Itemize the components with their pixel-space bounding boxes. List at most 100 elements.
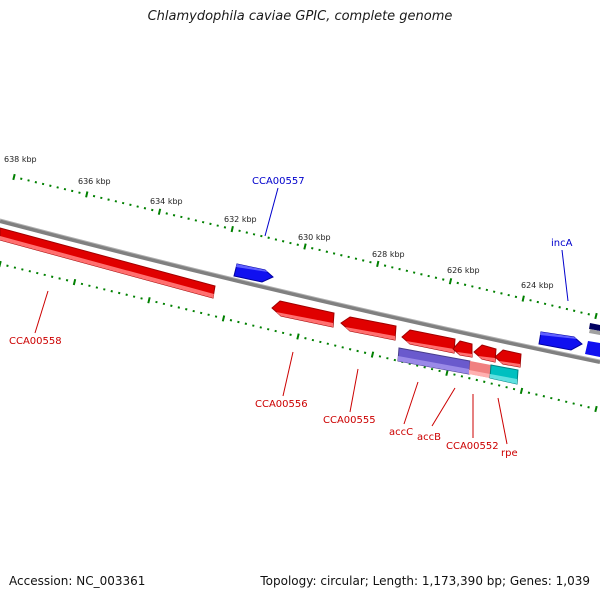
- gene-edge-forward: [585, 323, 600, 357]
- minor-tick: [325, 250, 329, 253]
- minor-tick: [412, 271, 416, 274]
- feature-cyan-band[interactable]: [489, 364, 519, 385]
- minor-tick: [354, 257, 358, 260]
- minor-tick: [107, 198, 110, 201]
- minor-tick: [110, 289, 113, 293]
- gene-cca00556[interactable]: [271, 300, 335, 328]
- minor-tick: [529, 299, 532, 302]
- minor-tick: [63, 187, 67, 191]
- minor-tick: [259, 326, 262, 329]
- gene-rpe-red[interactable]: [494, 349, 522, 368]
- minor-tick: [244, 322, 248, 326]
- minor-tick: [172, 214, 176, 217]
- minor-tick: [456, 281, 459, 285]
- minor-tick: [587, 405, 590, 409]
- minor-tick: [572, 402, 575, 405]
- scale-label: 630 kbp: [298, 233, 331, 242]
- minor-tick: [180, 215, 183, 219]
- minor-tick: [49, 184, 52, 187]
- minor-tick: [468, 376, 471, 380]
- gene-label-rpe: rpe: [501, 448, 518, 459]
- minor-tick: [438, 369, 441, 373]
- minor-tick: [21, 268, 24, 271]
- minor-tick: [485, 288, 489, 292]
- minor-tick: [319, 340, 322, 344]
- major-tick: [147, 297, 151, 304]
- minor-tick: [453, 373, 456, 376]
- major-tick: [448, 278, 453, 285]
- minor-tick: [369, 260, 372, 264]
- gene-accb-red[interactable]: [452, 340, 473, 358]
- gene-label-accc: accC: [389, 427, 413, 438]
- minor-tick: [125, 293, 128, 297]
- minor-tick: [214, 315, 218, 318]
- accession-label: Accession: NC_003361: [9, 574, 146, 588]
- gene-cca00552-red[interactable]: [473, 344, 497, 363]
- scale-labels: 638 kbp 636 kbp 634 kbp 632 kbp 630 kbp …: [4, 155, 554, 290]
- minor-tick: [65, 279, 69, 282]
- minor-tick: [580, 311, 583, 314]
- minor-tick: [20, 177, 23, 180]
- gene-cca00555[interactable]: [340, 316, 397, 341]
- minor-tick: [199, 311, 203, 315]
- minor-tick: [194, 219, 198, 222]
- minor-tick: [34, 180, 38, 184]
- leader-lines: [34, 187, 569, 445]
- minor-tick: [95, 286, 99, 289]
- minor-tick: [56, 186, 59, 189]
- minor-tick: [311, 247, 314, 250]
- minor-tick: [252, 233, 256, 236]
- gene-label-inca: incA: [551, 238, 573, 249]
- scale-label: 624 kbp: [521, 281, 554, 290]
- inner-scale-track: [0, 260, 598, 413]
- minor-tick: [201, 220, 205, 224]
- minor-tick: [514, 295, 518, 299]
- minor-tick: [296, 243, 299, 246]
- minor-tick: [378, 355, 382, 358]
- minor-tick: [223, 226, 227, 229]
- scale-label: 628 kbp: [372, 250, 405, 259]
- major-tick: [296, 333, 300, 340]
- minor-tick: [405, 269, 409, 273]
- minor-tick: [289, 333, 292, 336]
- minor-tick: [551, 304, 554, 307]
- gene-label-cca00556: CCA00556: [255, 399, 308, 410]
- major-tick: [370, 351, 375, 358]
- gene-label-cca00557: CCA00557: [252, 176, 305, 187]
- feature-pink-band[interactable]: [469, 361, 491, 378]
- minor-tick: [543, 302, 547, 306]
- minor-tick: [114, 200, 118, 203]
- major-tick: [376, 260, 380, 268]
- genome-summary: Topology: circular; Length: 1,173,390 bp…: [260, 574, 590, 588]
- minor-tick: [50, 275, 54, 278]
- major-tick: [594, 312, 598, 320]
- gene-cca00558[interactable]: [0, 227, 216, 299]
- scale-label: 636 kbp: [78, 177, 111, 186]
- minor-tick: [121, 201, 125, 205]
- gene-cca00557[interactable]: [233, 263, 274, 283]
- major-tick: [521, 295, 525, 302]
- minor-tick: [347, 255, 350, 259]
- minor-tick: [170, 304, 173, 307]
- minor-tick: [557, 398, 560, 402]
- minor-tick: [155, 300, 158, 304]
- minor-tick: [340, 253, 343, 257]
- minor-tick: [238, 229, 241, 233]
- minor-tick: [334, 344, 337, 347]
- minor-tick: [398, 267, 401, 271]
- minor-tick: [471, 285, 474, 288]
- minor-tick: [78, 191, 81, 194]
- major-tick: [519, 387, 524, 395]
- minor-tick: [393, 358, 397, 362]
- minor-tick: [229, 318, 233, 322]
- minor-tick: [572, 309, 576, 313]
- minor-tick: [136, 205, 139, 208]
- scale-label: 632 kbp: [224, 215, 257, 224]
- minor-tick: [527, 391, 531, 394]
- major-tick: [157, 208, 162, 215]
- gene-inca[interactable]: [538, 331, 583, 351]
- major-tick: [594, 405, 598, 413]
- gene-accc-red[interactable]: [401, 329, 456, 354]
- minor-tick: [558, 306, 561, 309]
- gene-label-cca00558: CCA00558: [9, 336, 62, 347]
